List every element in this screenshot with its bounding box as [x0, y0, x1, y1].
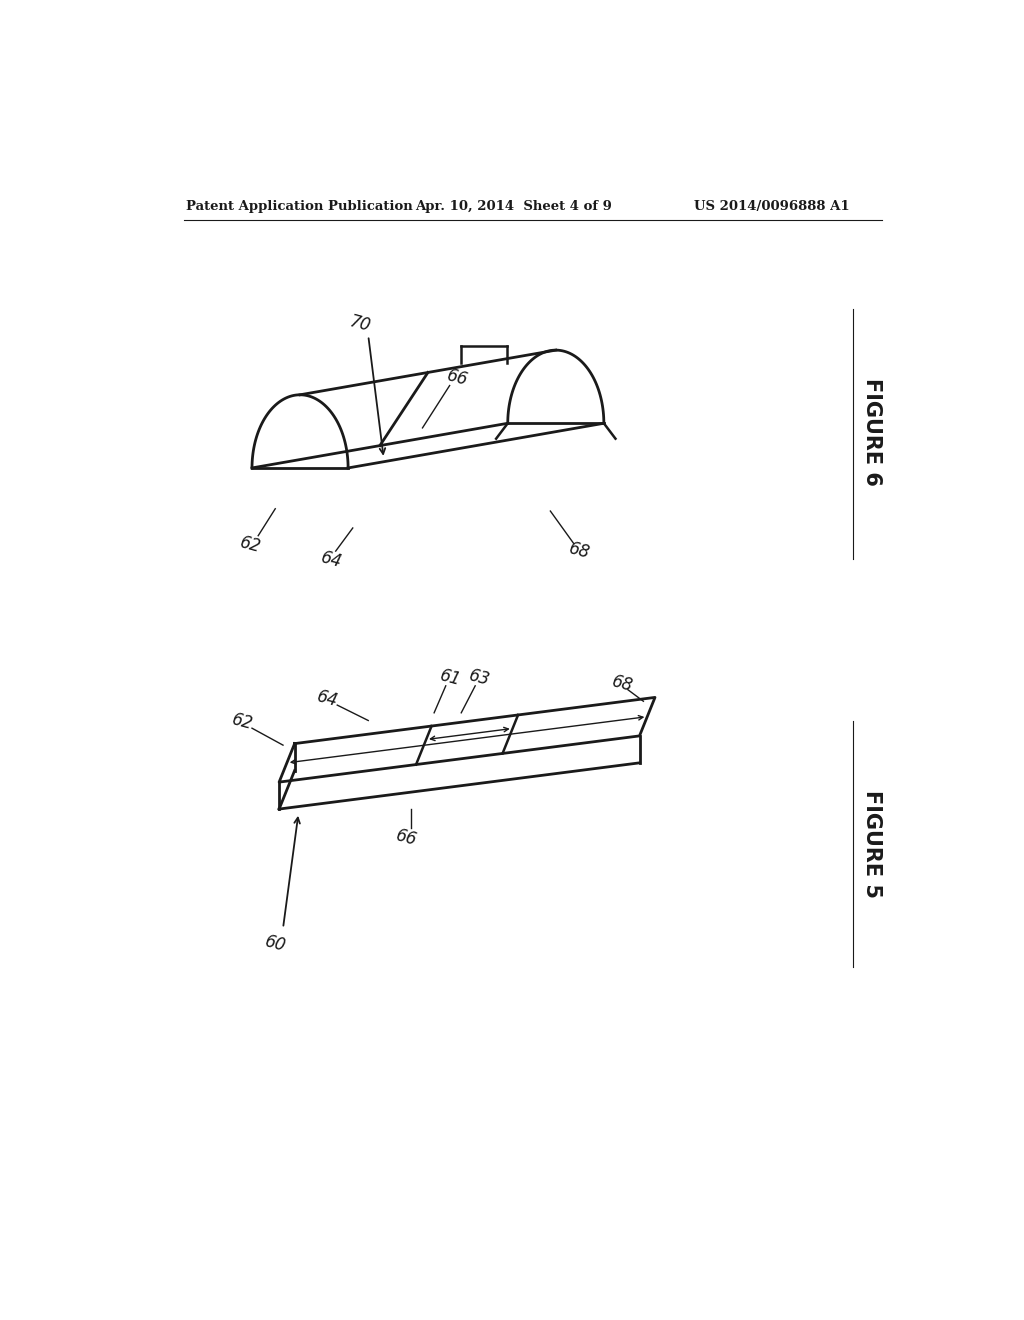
- Text: FIGURE 6: FIGURE 6: [862, 378, 882, 486]
- Text: 62: 62: [230, 710, 255, 734]
- Text: 68: 68: [610, 672, 635, 696]
- Text: 62: 62: [238, 533, 263, 557]
- Text: 60: 60: [263, 932, 288, 956]
- Text: 63: 63: [467, 667, 493, 689]
- Text: 66: 66: [444, 367, 470, 389]
- Text: 66: 66: [394, 826, 420, 849]
- Text: 64: 64: [315, 688, 341, 710]
- Text: FIGURE 5: FIGURE 5: [862, 789, 882, 898]
- Text: 68: 68: [566, 540, 592, 562]
- Text: Patent Application Publication: Patent Application Publication: [186, 199, 413, 213]
- Text: 70: 70: [348, 313, 373, 335]
- Text: Apr. 10, 2014  Sheet 4 of 9: Apr. 10, 2014 Sheet 4 of 9: [415, 199, 611, 213]
- Text: US 2014/0096888 A1: US 2014/0096888 A1: [693, 199, 849, 213]
- Text: 64: 64: [319, 549, 344, 572]
- Text: 61: 61: [438, 667, 463, 689]
